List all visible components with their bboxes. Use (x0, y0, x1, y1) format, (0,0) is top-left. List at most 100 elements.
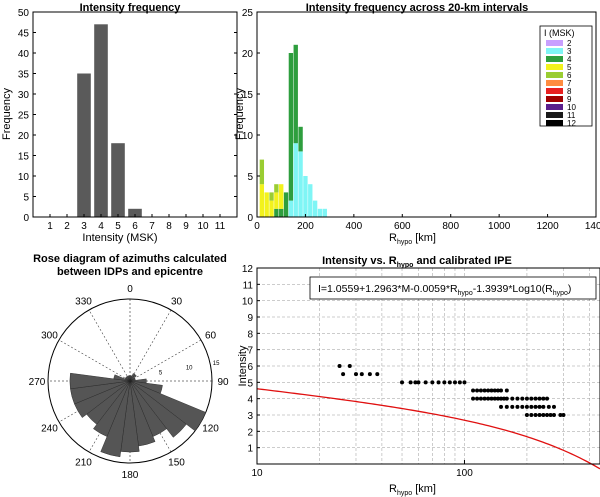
p4-point-45 (537, 396, 542, 401)
eq-part2: -1.3939*Log10(R (473, 283, 553, 295)
p4-x-label-sub: hypo (397, 490, 412, 497)
p4-point-4 (359, 372, 364, 377)
p3-angle-120: 120 (202, 424, 219, 435)
rose-diagram: Rose diagram of azimuths calculated betw… (29, 253, 229, 481)
p3-angle-90: 90 (217, 377, 229, 388)
p4-point-57 (541, 404, 546, 409)
p2-ytick-label: 10 (242, 131, 254, 142)
p2-bar-I3-260 (317, 208, 323, 217)
legend-swatch-11 (546, 112, 563, 118)
p2-bar-I4-120 (283, 192, 289, 217)
legend-swatch-12 (546, 120, 563, 126)
p4-point-63 (533, 413, 538, 417)
p4-point-10 (416, 380, 421, 385)
p4-points (337, 364, 566, 417)
p3-angle-0: 0 (127, 284, 133, 295)
p2-bar-I4-160 (293, 44, 298, 144)
ipe-curve (256, 388, 600, 470)
p2-bar-I3-280 (322, 208, 327, 217)
legend-swatch-2 (546, 40, 563, 46)
legend-label-9: 9 (567, 95, 572, 104)
eq-sub2: hypo (553, 290, 568, 297)
p2-bar-I6-80 (274, 184, 279, 193)
p4-point-70 (561, 413, 566, 417)
p4-x-label: Rhypo [km] (389, 483, 436, 497)
p2-x-label: Rhypo [km] (389, 232, 436, 246)
p2-xtick-label: 1400 (585, 221, 600, 232)
p2-title: Intensity frequency across 20-km interva… (306, 2, 529, 14)
p4-x-label-main: R (389, 483, 397, 495)
p4-point-58 (546, 404, 551, 409)
p4-point-68 (551, 413, 556, 417)
p3-sector-0 (129, 375, 131, 382)
p4-point-8 (408, 380, 413, 385)
p2-xtick-label: 400 (346, 221, 363, 232)
p4-ytick-label: 4 (247, 395, 253, 406)
p3-angle-150: 150 (168, 458, 185, 469)
p4-point-22 (482, 388, 487, 393)
p4-xtick-label: 10 (251, 468, 263, 479)
p2-bar-I5-40 (264, 192, 269, 217)
p2-bar-I5-100 (279, 184, 284, 209)
p2-xtick-label: 200 (297, 221, 314, 232)
p4-x-ticks: 10 100 (251, 460, 473, 479)
p1-xtick-label: 1 (47, 221, 53, 232)
p4-point-3 (353, 372, 358, 377)
p4-point-20 (475, 388, 480, 393)
legend-swatch-8 (546, 88, 563, 94)
p4-point-36 (499, 396, 504, 401)
p2-x-label-sub: hypo (397, 239, 412, 246)
p1-xtick-label: 7 (149, 221, 155, 232)
p4-ytick-label: 5 (247, 378, 253, 389)
p4-point-59 (551, 404, 556, 409)
p2-bar-I4-180 (298, 126, 303, 152)
legend-swatch-6 (546, 72, 563, 78)
p4-point-5 (367, 372, 372, 377)
p4-point-53 (524, 404, 529, 409)
eq-part1: I=1.0559+1.2963*M-0.0059*R (318, 283, 458, 295)
p4-point-51 (515, 404, 520, 409)
p4-point-60 (471, 396, 476, 401)
p1-xtick-label: 3 (81, 221, 87, 232)
p4-point-61 (524, 413, 529, 417)
p1-axes-box (32, 11, 238, 218)
p4-point-48 (499, 404, 504, 409)
p1-y-ticks: 0 5 10 15 20 25 30 35 40 45 50 (18, 8, 237, 224)
legend-label-10: 10 (567, 103, 576, 112)
p1-xtick-label: 2 (64, 221, 70, 232)
p1-ytick-label: 15 (18, 152, 30, 163)
p1-title: Intensity frequency (80, 2, 182, 14)
legend-label-3: 3 (567, 47, 572, 56)
p3-sector-195 (100, 380, 131, 458)
eq-part3: ) (568, 283, 572, 295)
p3-sector-135 (129, 380, 187, 438)
p4-point-26 (495, 388, 500, 393)
equation-box: I=1.0559+1.2963*M-0.0059*Rhypo-1.3939*Lo… (309, 276, 597, 300)
eq-sub1: hypo (458, 290, 473, 297)
p2-bar-I5-60 (269, 200, 274, 217)
legend-label-6: 6 (567, 71, 572, 80)
p2-axes-box (256, 11, 597, 218)
p2-y-label: Frequency (234, 88, 246, 140)
p4-point-42 (524, 396, 529, 401)
p2-ytick-label: 15 (242, 90, 254, 101)
legend-label-7: 7 (567, 79, 572, 88)
p4-point-43 (529, 396, 534, 401)
p4-point-32 (486, 396, 491, 401)
p4-point-7 (400, 380, 405, 385)
p1-xtick-label: 5 (115, 221, 121, 232)
p4-point-25 (492, 388, 497, 393)
p1-ytick-label: 10 (18, 172, 30, 183)
p4-point-56 (537, 404, 542, 409)
p4-point-55 (533, 404, 538, 409)
p1-y-label: Frequency (1, 88, 13, 140)
p4-xtick-label: 100 (456, 468, 473, 479)
p4-point-19 (471, 388, 476, 393)
intensity-frequency-chart: Intensity frequency 05101520253035404550… (1, 2, 238, 244)
p4-point-27 (499, 388, 504, 393)
equation-text: I=1.0559+1.2963*M-0.0059*Rhypo-1.3939*Lo… (318, 283, 571, 297)
p2-bar-I4-80 (274, 208, 279, 217)
